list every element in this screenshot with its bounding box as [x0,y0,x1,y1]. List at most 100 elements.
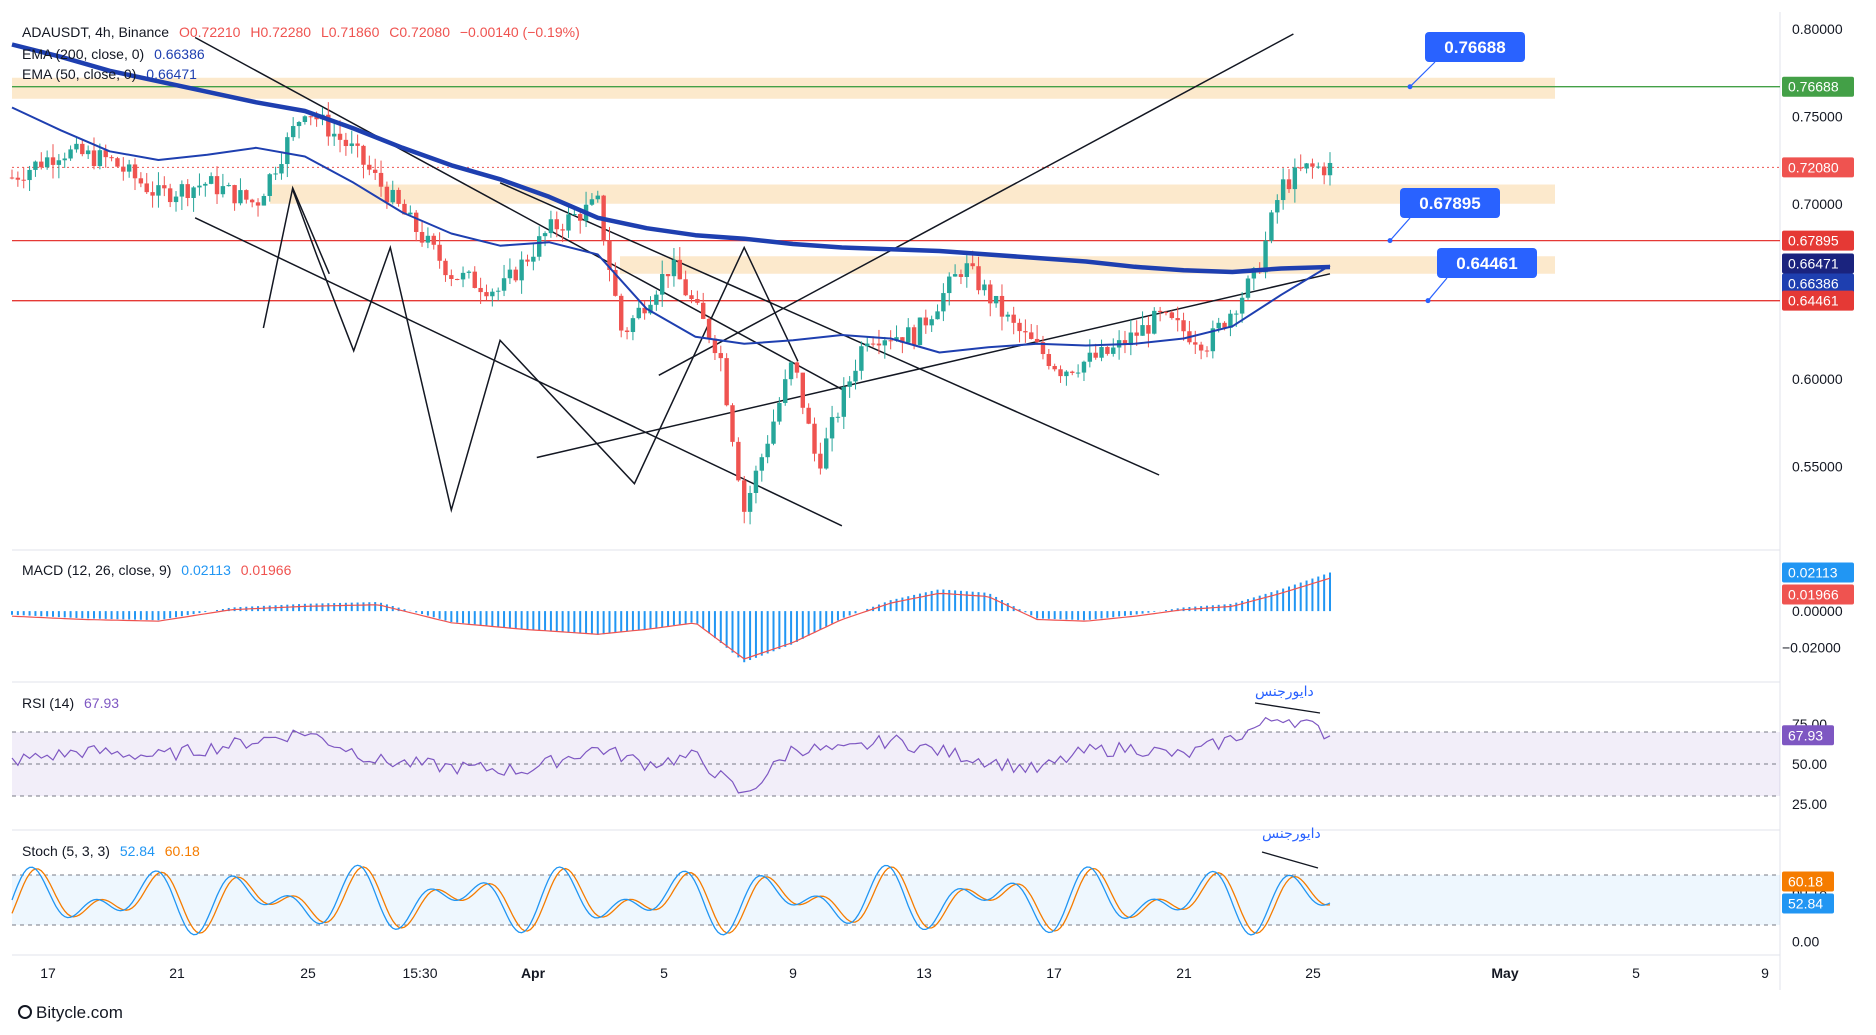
candle-body [759,457,764,471]
macd-histogram-bar [22,611,25,616]
macd-histogram-bar [1176,608,1179,612]
candle-body [765,443,770,458]
macd-histogram-bar [421,611,424,615]
macd-histogram-bar [93,611,96,619]
candle-body [706,318,712,339]
macd-histogram-bar [485,611,488,626]
ema50-legend[interactable]: EMA (50, close, 0) 0.66471 [22,66,203,82]
macd-histogram-bar [40,611,43,617]
candle-body [1304,163,1309,169]
macd-histogram-bar [567,611,570,633]
candle-body [425,235,431,243]
stoch-d-box [1782,871,1834,892]
candle-body [958,274,964,277]
candle-body [1251,268,1257,279]
macd-histogram-bar [924,592,927,612]
macd-value-label: 0.02113 [1788,565,1838,581]
candle-body [970,263,975,267]
panel-frame [12,12,1781,990]
price-label-box [1782,230,1854,251]
candle-body [1169,312,1175,319]
macd-histogram-bar [620,611,623,633]
macd-signal-value: 0.01966 [240,562,292,578]
macd-histogram-bar [1141,611,1144,614]
candle-body [642,307,647,314]
symbol-legend[interactable]: ADAUSDT, 4h, Binance O0.72210 H0.72280 L… [22,24,586,40]
callout-label-2: 0.64461 [1456,254,1517,273]
macd-histogram-bar [965,591,968,612]
candle-body [1193,342,1198,345]
macd-histogram-bar [374,602,377,612]
macd-histogram-bar [46,611,49,617]
candle-body [982,284,987,291]
candle-body [730,405,735,442]
candle-body [39,161,44,168]
price-label-box [1782,253,1854,274]
candle-body [167,188,173,203]
macd-histogram-bar [444,611,447,621]
ema50-label: EMA (50, close, 0) [22,66,137,82]
macd-histogram-bar [842,611,845,618]
macd-histogram-bar [1264,593,1267,612]
rsi-legend[interactable]: RSI (14) 67.93 [22,695,125,711]
candle-body [413,212,419,232]
macd-histogram-bar [995,596,998,612]
candle-body [906,327,911,343]
macd-histogram-bar [309,603,312,612]
macd-histogram-bar [63,611,66,618]
macd-panel [11,572,1331,663]
candle-body [1005,314,1011,317]
candle-body [349,143,354,147]
macd-histogram-bar [1041,611,1044,619]
macd-histogram-bar [1059,611,1062,620]
x-tick-label: 25 [300,965,316,981]
x-tick-label: 21 [169,965,185,981]
candle-body [1204,350,1210,352]
trendline-1 [194,217,843,527]
candle-body [818,453,823,469]
candle-body [74,143,79,150]
candle-body [560,229,565,231]
macd-histogram-bar [298,604,301,612]
macd-histogram-bar [110,611,113,620]
stoch-legend[interactable]: Stoch (5, 3, 3) 52.84 60.18 [22,843,206,859]
macd-histogram-bar [350,602,353,612]
candle-body [267,174,272,196]
macd-histogram-bar [1229,603,1232,612]
candle-body [1087,352,1093,362]
candle-body [1034,338,1040,343]
candle-body [56,160,62,165]
macd-histogram-bar [116,611,119,620]
macd-legend[interactable]: MACD (12, 26, close, 9) 0.02113 0.01966 [22,562,297,578]
candle-body [273,173,278,175]
candle-body [1316,166,1321,168]
macd-histogram-bar [450,611,453,623]
macd-histogram-bar [708,611,711,634]
macd-histogram-bar [1077,611,1080,620]
x-tick-label: 21 [1176,965,1192,981]
macd-value: 0.02113 [181,562,231,578]
macd-histogram-bar [977,592,980,612]
macd-histogram-bar [1006,603,1009,612]
ema200-legend[interactable]: EMA (200, close, 0) 0.66386 [22,46,211,62]
candle-body [665,274,671,277]
macd-histogram-bar [631,611,634,631]
candle-body [261,195,267,206]
macd-histogram-bar [544,611,547,631]
candle-body [103,150,108,158]
macd-histogram-bar [75,611,78,618]
macd-histogram-bar [426,611,429,616]
macd-histogram-bar [139,611,142,620]
horizontal-levels [12,86,1780,302]
candle-body [701,302,706,319]
ema200-value: 0.66386 [154,46,205,62]
trendline-2 [499,182,1160,476]
macd-histogram-bar [327,603,330,612]
candle-body [355,143,360,146]
candle-body [689,295,694,300]
stoch-tick-label: 0.00 [1792,934,1819,950]
macd-histogram-bar [602,611,605,635]
rsi-value: 67.93 [84,695,120,711]
candle-body [33,161,38,170]
